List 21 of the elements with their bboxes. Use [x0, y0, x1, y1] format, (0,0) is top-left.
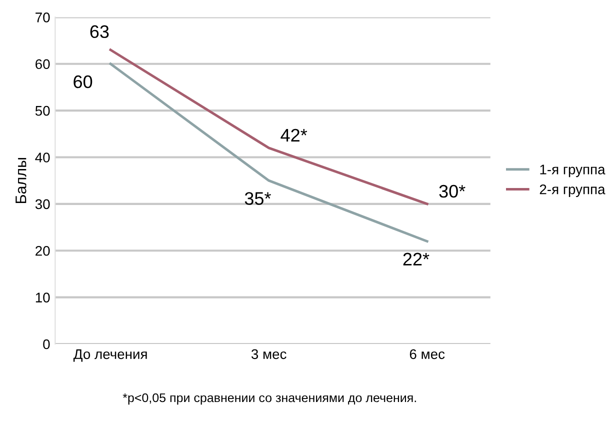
- legend-label: 1-я группа: [540, 164, 606, 178]
- data-label: 60: [74, 75, 92, 88]
- legend-label: 2-я группа: [540, 184, 606, 198]
- y-tick-label: 40: [35, 152, 50, 162]
- x-tick-label: До лечения: [73, 349, 147, 362]
- x-tick-label: 3 мес: [251, 349, 286, 360]
- x-tick-label: 6 мес: [410, 349, 445, 360]
- data-label: 63: [90, 25, 109, 38]
- y-tick-label: 60: [36, 59, 50, 70]
- data-label: 42*: [280, 128, 308, 142]
- y-tick-label: 0: [43, 339, 50, 350]
- y-tick-label: 10: [36, 292, 50, 302]
- data-label: 30*: [439, 184, 466, 198]
- y-axis-title: Баллы: [16, 158, 26, 204]
- y-tick-label: 30: [35, 199, 50, 210]
- text: *p<0,05 при сравнении со значениями до лечения.: [122, 393, 416, 405]
- y-tick-label: 50: [35, 106, 50, 116]
- y-tick-label: 70: [36, 12, 50, 22]
- y-tick-label: 20: [36, 246, 50, 256]
- data-label: 35*: [244, 192, 271, 205]
- data-label: 22*: [403, 252, 430, 266]
